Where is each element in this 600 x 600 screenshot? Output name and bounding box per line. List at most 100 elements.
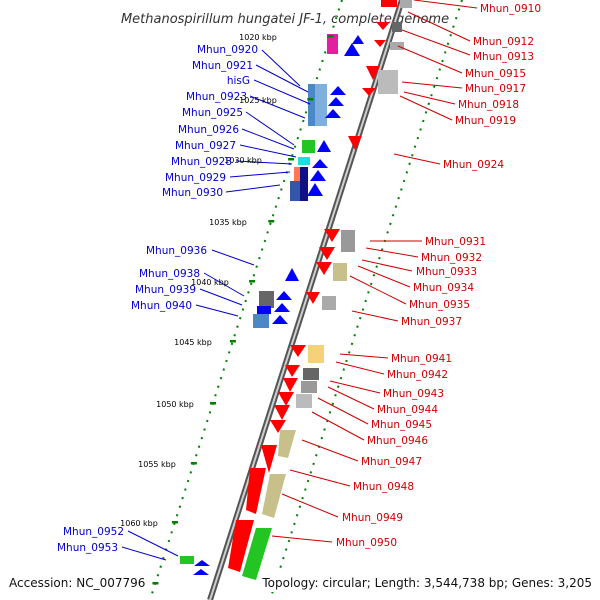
gene-label: Mhun_0938 xyxy=(139,268,200,280)
reverse-gene-labels: Mhun_0910 Mhun_0912 Mhun_0913 Mhun_0915 … xyxy=(336,3,541,549)
gene-arrow xyxy=(330,86,346,95)
gene-arrow xyxy=(312,159,328,168)
gene-block xyxy=(322,296,336,310)
gene-label: Mhun_0943 xyxy=(383,388,444,400)
forward-gene-labels: Mhun_0920 Mhun_0921 hisG Mhun_0923 Mhun_… xyxy=(57,44,258,554)
kbp-tick-mark xyxy=(249,280,256,283)
gene-block xyxy=(390,42,404,50)
gene-label: Mhun_0913 xyxy=(473,51,534,63)
kbp-tick-mark xyxy=(327,35,334,38)
gene-arrow xyxy=(261,445,277,473)
gene-block xyxy=(327,34,338,54)
gene-block xyxy=(278,430,296,458)
gene-block xyxy=(333,263,347,281)
footer-bg-left xyxy=(0,572,148,592)
gene-label: Mhun_0933 xyxy=(416,266,477,278)
gene-label: Mhun_0952 xyxy=(63,526,124,538)
gene-label: Mhun_0935 xyxy=(409,299,470,311)
kbp-tick-mark xyxy=(288,158,295,161)
gene-arrow xyxy=(228,520,254,572)
gene-label: Mhun_0921 xyxy=(192,60,253,72)
kbp-tick-mark xyxy=(307,98,314,101)
kbp-tick-label: 1025 kbp xyxy=(239,96,277,105)
gene-arrow xyxy=(310,170,326,181)
gene-label: Mhun_0926 xyxy=(178,124,239,136)
kbp-tick-mark xyxy=(171,521,178,524)
gene-block xyxy=(296,394,312,408)
gene-label: Mhun_0918 xyxy=(458,99,519,111)
gene-label: Mhun_0923 xyxy=(186,91,247,103)
gene-arrow xyxy=(319,247,335,260)
gene-arrow xyxy=(328,97,344,106)
gene-label: Mhun_0946 xyxy=(367,435,428,447)
gene-arrow xyxy=(325,109,341,118)
gene-label: Mhun_0917 xyxy=(465,83,526,95)
gene-block xyxy=(302,140,315,153)
kbp-tick-mark xyxy=(190,462,197,465)
gene-block xyxy=(253,314,269,328)
gene-block xyxy=(378,70,398,94)
gene-label: Mhun_0927 xyxy=(175,140,236,152)
gene-label: Mhun_0947 xyxy=(361,456,422,468)
gene-block xyxy=(262,474,286,518)
gene-arrow xyxy=(317,140,331,152)
gene-block xyxy=(303,368,319,380)
gene-label: hisG xyxy=(227,75,250,87)
kbp-tick-mark xyxy=(268,220,275,223)
gene-block xyxy=(290,181,300,201)
kbp-tick-label: 1030 kbp xyxy=(224,156,262,165)
gene-label: Mhun_0920 xyxy=(197,44,258,56)
gene-block xyxy=(392,22,402,32)
kbp-tick-mark xyxy=(152,582,159,585)
gene-label: Mhun_0945 xyxy=(371,419,432,431)
gene-label: Mhun_0925 xyxy=(182,107,243,119)
gene-arrow xyxy=(374,40,386,47)
gene-arrow xyxy=(246,468,266,514)
kbp-tick-label: 1055 kbp xyxy=(138,460,176,469)
gene-block xyxy=(259,291,274,308)
gene-block xyxy=(180,556,194,564)
gene-arrow xyxy=(276,291,292,300)
gene-label: Mhun_0930 xyxy=(162,187,223,199)
gene-block xyxy=(301,381,317,393)
gene-arrow xyxy=(344,43,360,56)
gene-arrow xyxy=(274,405,290,420)
gene-arrow xyxy=(274,303,290,312)
gene-block xyxy=(242,528,272,580)
gene-arrow xyxy=(366,66,380,80)
gene-label: Mhun_0931 xyxy=(425,236,486,248)
gene-arrow xyxy=(306,292,320,304)
kbp-tick-label: 1060 kbp xyxy=(120,519,158,528)
gene-arrow xyxy=(316,262,332,275)
gene-arrow xyxy=(193,569,209,575)
gene-label: Mhun_0944 xyxy=(377,404,438,416)
kbp-tick-label: 1040 kbp xyxy=(191,278,229,287)
gene-arrow xyxy=(290,345,306,357)
gene-arrow xyxy=(324,229,340,242)
kbp-tick-mark xyxy=(229,340,236,343)
gene-label: Mhun_0932 xyxy=(421,252,482,264)
gene-arrow xyxy=(285,365,300,377)
gene-block xyxy=(298,157,310,165)
gene-label: Mhun_0940 xyxy=(131,300,192,312)
accession-text: Accession: NC_007796 xyxy=(9,576,145,590)
gene-arrow xyxy=(307,183,323,196)
forward-gene-track xyxy=(180,34,364,575)
footer-bg-right xyxy=(258,572,600,592)
gene-arrow xyxy=(272,315,288,324)
gene-label: Mhun_0953 xyxy=(57,542,118,554)
reverse-leader-lines xyxy=(271,0,478,543)
kbp-tick-label: 1045 kbp xyxy=(174,338,212,347)
kbp-tick-mark xyxy=(210,402,217,405)
gene-label: Mhun_0928 xyxy=(171,156,232,168)
gene-label: Mhun_0950 xyxy=(336,537,397,549)
gene-arrow xyxy=(285,268,299,281)
gene-label: Mhun_0919 xyxy=(455,115,516,127)
gene-arrow xyxy=(270,420,286,433)
gene-label: Mhun_0939 xyxy=(135,284,196,296)
gene-arrow xyxy=(283,378,298,392)
gene-label: Mhun_0941 xyxy=(391,353,452,365)
gene-arrow xyxy=(348,136,362,150)
topology-text: Topology: circular; Length: 3,544,738 bp… xyxy=(261,576,592,590)
forward-leader-lines xyxy=(121,49,311,561)
